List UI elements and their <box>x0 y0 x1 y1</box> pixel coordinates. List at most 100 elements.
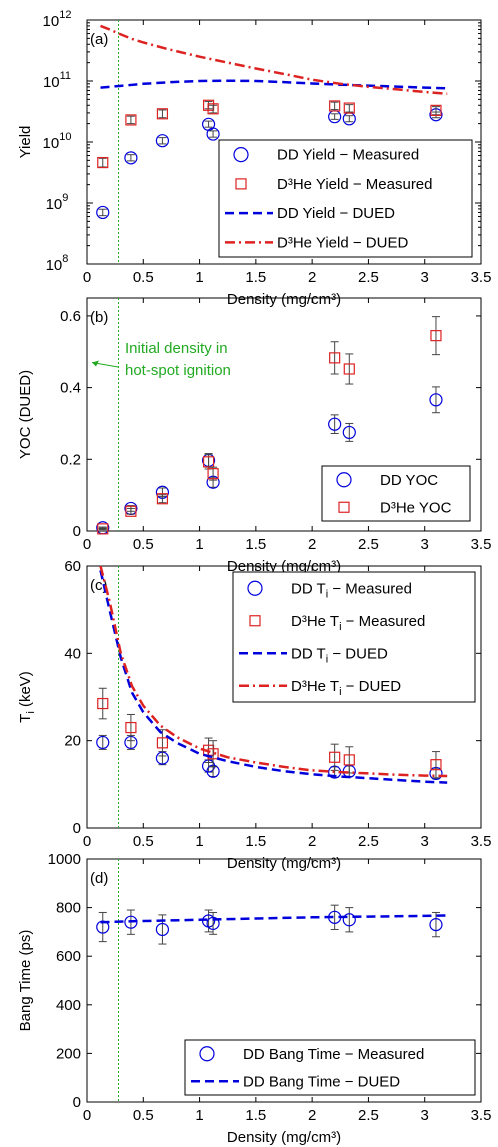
y-tick-label: 0 <box>73 1094 81 1111</box>
x-tick-label: 0.5 <box>133 1107 154 1124</box>
x-tick-label: 2 <box>308 269 316 286</box>
annotation-arrowhead <box>92 360 99 367</box>
data-point-circle <box>96 205 110 220</box>
data-point-circle <box>206 916 220 930</box>
data-point-square <box>202 456 215 468</box>
data-point-circle <box>429 393 443 407</box>
series-line <box>99 570 448 784</box>
x-tick-label: 0.5 <box>133 269 154 286</box>
x-tick-label: 1.5 <box>245 1107 266 1124</box>
data-point-circle <box>328 417 342 431</box>
data-point-square <box>343 754 355 766</box>
y-tick-label: 1011 <box>43 70 71 91</box>
y-tick-label: 0 <box>73 820 81 837</box>
data-point-square <box>343 102 355 114</box>
x-tick-label: 1 <box>195 536 203 553</box>
annotation-text: Initial density in hot-spot ignition <box>125 340 231 379</box>
legend-label: D³He YOC <box>380 499 452 516</box>
legend-marker-circle <box>336 472 352 488</box>
x-tick-label: 0.5 <box>133 536 154 553</box>
x-axis-label: Density (mg/cm³) <box>227 291 341 308</box>
x-tick-label: 1.5 <box>245 536 266 553</box>
data-point-square <box>125 721 137 734</box>
legend-label: D³He Ti − Measured <box>291 613 425 633</box>
data-point-circle <box>155 134 170 148</box>
legend-label: DD Yield − Measured <box>277 147 419 164</box>
data-point-square <box>156 493 169 505</box>
legend-label: DD YOC <box>380 472 438 489</box>
x-tick-label: 3.5 <box>471 269 492 286</box>
x-tick-label: 2 <box>308 1107 316 1124</box>
data-point-circle <box>429 918 443 932</box>
x-tick-label: 3.5 <box>471 833 492 850</box>
data-point-circle <box>155 922 170 937</box>
x-tick-label: 1.5 <box>245 833 266 850</box>
x-tick-label: 2.5 <box>358 833 379 850</box>
y-axis-label: Yield <box>17 126 34 159</box>
y-tick-label: 0.2 <box>60 451 81 468</box>
legend-label: DD Bang Time − Measured <box>243 1046 424 1063</box>
y-tick-label: 40 <box>64 645 81 662</box>
y-tick-label: 1000 <box>48 851 81 868</box>
data-point-square <box>97 523 109 535</box>
x-tick-label: 3 <box>421 536 429 553</box>
x-axis-label: Density (mg/cm³) <box>227 1129 341 1146</box>
y-tick-label: 800 <box>56 900 81 917</box>
legend-marker-square <box>235 178 247 190</box>
x-tick-label: 3 <box>421 833 429 850</box>
x-tick-label: 2.5 <box>358 269 379 286</box>
legend-label: DD Yield − DUED <box>277 205 395 222</box>
y-axis-label: YOC (DUED) <box>17 370 34 459</box>
y-tick-label: 1010 <box>43 131 72 152</box>
legend-marker-circle <box>233 147 249 163</box>
legend-box <box>232 571 476 703</box>
plot-frame <box>86 297 482 532</box>
data-point-square <box>156 108 169 120</box>
data-point-square <box>430 330 442 342</box>
data-point-square <box>207 468 219 480</box>
data-point-square <box>430 759 442 771</box>
data-point-square <box>329 100 341 112</box>
x-tick-label: 0.5 <box>133 833 154 850</box>
panel-a: 0 0.5 1 1.5 2 2.5 3 3.5 108 109 1010 1011 1012 Densit… <box>17 9 491 308</box>
legend-box <box>218 139 473 258</box>
data-point-square <box>329 352 341 364</box>
y-tick-label: 1012 <box>43 9 72 30</box>
series-line <box>100 914 448 924</box>
y-tick-label: 0 <box>73 523 81 540</box>
y-tick-label: 20 <box>64 733 81 750</box>
legend-label: DD Bang Time − DUED <box>243 1073 400 1090</box>
x-tick-label: 0 <box>83 269 91 286</box>
data-point-square <box>207 103 219 115</box>
data-point-square <box>125 114 137 126</box>
legend: DD Ti − Measured D³He Ti − Measured DD Ti … <box>232 571 476 703</box>
data-point-circle <box>206 127 220 141</box>
y-tick-label: 0.4 <box>60 380 81 397</box>
x-tick-label: 3.5 <box>471 536 492 553</box>
x-tick-label: 1 <box>195 1107 203 1124</box>
y-tick-label: 60 <box>64 558 81 575</box>
data-point-circle <box>124 151 138 165</box>
plot-frame <box>86 565 482 829</box>
x-tick-label: 3.5 <box>471 1107 492 1124</box>
series-line <box>100 79 448 90</box>
panel-c: 0 0.5 1 1.5 2 2.5 3 3.5 0 20 40 60 Density (mg/cm³) T… <box>17 558 491 872</box>
panel-d: 0 0.5 1 1.5 2 2.5 3 3.5 0 200 400 600 800 1000 Density… <box>17 851 491 1146</box>
data-point-square <box>430 104 442 116</box>
legend-label: DD Ti − DUED <box>291 645 388 665</box>
y-axis-label: Ti (keV) <box>17 671 37 723</box>
x-tick-label: 2.5 <box>358 536 379 553</box>
legend: DD Yield − Measured D³He Yield − Measured… <box>218 139 473 258</box>
legend-label: D³He Ti − DUED <box>291 678 401 698</box>
data-point-square <box>156 737 169 749</box>
x-tick-label: 1 <box>195 833 203 850</box>
data-point-circle <box>342 913 356 927</box>
x-tick-label: 0 <box>83 536 91 553</box>
legend-label: D³He Yield − DUED <box>277 234 408 251</box>
x-tick-label: 0 <box>83 833 91 850</box>
x-tick-label: 3 <box>421 269 429 286</box>
data-point-square <box>207 748 219 760</box>
x-tick-label: 1 <box>195 269 203 286</box>
